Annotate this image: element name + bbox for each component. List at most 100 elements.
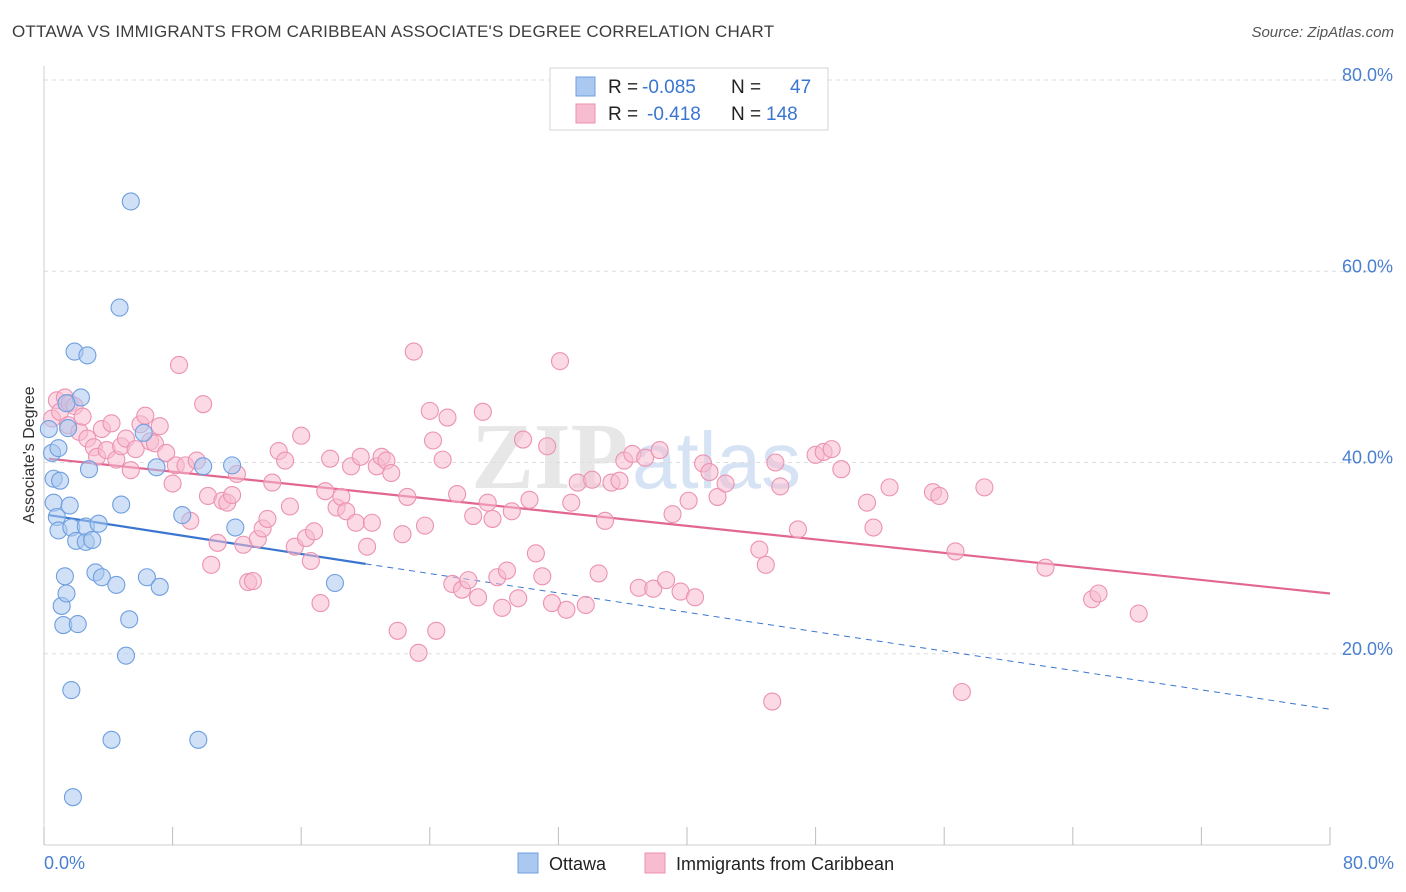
caribbean-point: [595, 511, 615, 530]
y-tick-labels: 20.0% 40.0% 60.0% 80.0%: [1342, 65, 1393, 659]
caribbean-point: [121, 461, 140, 480]
caribbean-point: [263, 473, 282, 492]
legend-n-label: N =: [731, 77, 761, 98]
series-legend: Ottawa Immigrants from Caribbean: [517, 852, 894, 874]
legend-r-label: R =: [608, 77, 638, 98]
caribbean-point: [473, 402, 492, 421]
caribbean-point: [321, 449, 340, 468]
caribbean-point: [1129, 604, 1148, 623]
ottawa-point: [59, 419, 78, 438]
caribbean-point: [163, 474, 182, 493]
caribbean-point: [415, 516, 435, 535]
x-tick-label-max: 80.0%: [1343, 853, 1394, 873]
caribbean-point: [258, 509, 277, 528]
caribbean-point: [280, 497, 299, 516]
ottawa-point: [102, 730, 121, 749]
caribbean-point: [382, 463, 401, 483]
caribbean-point: [562, 493, 581, 512]
caribbean-point: [448, 485, 467, 504]
caribbean-point: [822, 440, 841, 459]
caribbean-point: [388, 621, 407, 640]
legend-n-label: N =: [731, 104, 761, 125]
ottawa-point: [112, 495, 131, 514]
chart-title: OTTAWA VS IMMIGRANTS FROM CARIBBEAN ASSO…: [12, 22, 775, 41]
ottawa-point: [189, 730, 208, 749]
legend-swatch-caribbean: [575, 103, 596, 124]
legend-swatch-caribbean: [644, 852, 666, 874]
caribbean-point: [351, 447, 370, 466]
legend-swatch-ottawa: [575, 76, 596, 97]
caribbean-point: [513, 430, 533, 449]
caribbean-point: [438, 408, 457, 427]
y-tick-label: 40.0%: [1342, 448, 1393, 468]
caribbean-point: [136, 406, 155, 425]
caribbean-point: [857, 493, 877, 512]
caribbean-point: [420, 401, 439, 420]
data-points: [39, 192, 1148, 807]
ottawa-point: [223, 456, 242, 475]
caribbean-trend-line: [48, 457, 1331, 595]
caribbean-point: [468, 588, 488, 607]
caribbean-point: [316, 482, 335, 501]
source-label: Source: ZipAtlas.com: [1251, 24, 1394, 41]
caribbean-point: [583, 470, 602, 489]
caribbean-point: [663, 505, 682, 524]
caribbean-point: [423, 431, 443, 450]
ottawa-point: [68, 615, 87, 634]
ottawa-point: [134, 423, 153, 442]
caribbean-point: [788, 520, 807, 539]
ottawa-point: [116, 646, 136, 665]
ottawa-point: [150, 577, 169, 596]
caribbean-point: [766, 453, 785, 472]
caribbean-point: [538, 437, 557, 456]
caribbean-point: [243, 572, 263, 591]
legend-n-value: 148: [766, 104, 798, 125]
ottawa-point: [226, 518, 245, 537]
ottawa-point: [62, 681, 81, 700]
ottawa-point: [121, 192, 140, 211]
caribbean-point: [930, 486, 949, 506]
caribbean-point: [750, 540, 769, 559]
caribbean-point: [526, 544, 545, 563]
caribbean-point: [502, 502, 521, 521]
caribbean-point: [311, 594, 330, 613]
caribbean-point: [557, 600, 576, 619]
caribbean-point: [679, 491, 698, 510]
caribbean-point: [169, 355, 189, 375]
stats-legend: R = -0.085 N = 47 R = -0.418 N = 148: [549, 67, 829, 131]
ottawa-point: [60, 496, 79, 515]
caribbean-point: [716, 474, 735, 493]
caribbean-point: [952, 682, 971, 702]
ottawa-trend-extension: [365, 563, 1331, 710]
legend-label-caribbean: Immigrants from Caribbean: [676, 854, 894, 874]
ottawa-point: [57, 394, 76, 413]
caribbean-point: [194, 395, 213, 414]
caribbean-point: [393, 525, 412, 544]
ottawa-point: [110, 298, 129, 317]
caribbean-point: [483, 509, 502, 528]
legend-r-label: R =: [608, 104, 638, 125]
legend-r-value: -0.418: [647, 104, 701, 125]
caribbean-point: [292, 426, 311, 445]
caribbean-point: [150, 417, 169, 436]
caribbean-point: [975, 478, 994, 497]
caribbean-point: [478, 493, 497, 512]
caribbean-point: [756, 555, 775, 574]
ottawa-point: [147, 458, 166, 477]
caribbean-point: [946, 542, 965, 561]
caribbean-point: [589, 564, 608, 583]
ottawa-point: [325, 573, 345, 593]
caribbean-point: [398, 487, 417, 506]
caribbean-point: [301, 551, 320, 571]
caribbean-point: [102, 414, 121, 433]
caribbean-point: [202, 555, 221, 574]
ottawa-point: [137, 568, 156, 587]
caribbean-point: [509, 589, 528, 608]
caribbean-point: [427, 621, 446, 640]
gridlines: [44, 79, 1394, 655]
caribbean-point: [650, 441, 669, 460]
caribbean-point: [126, 440, 145, 459]
caribbean-point: [771, 477, 790, 496]
caribbean-point: [157, 443, 176, 462]
caribbean-point: [493, 598, 512, 617]
